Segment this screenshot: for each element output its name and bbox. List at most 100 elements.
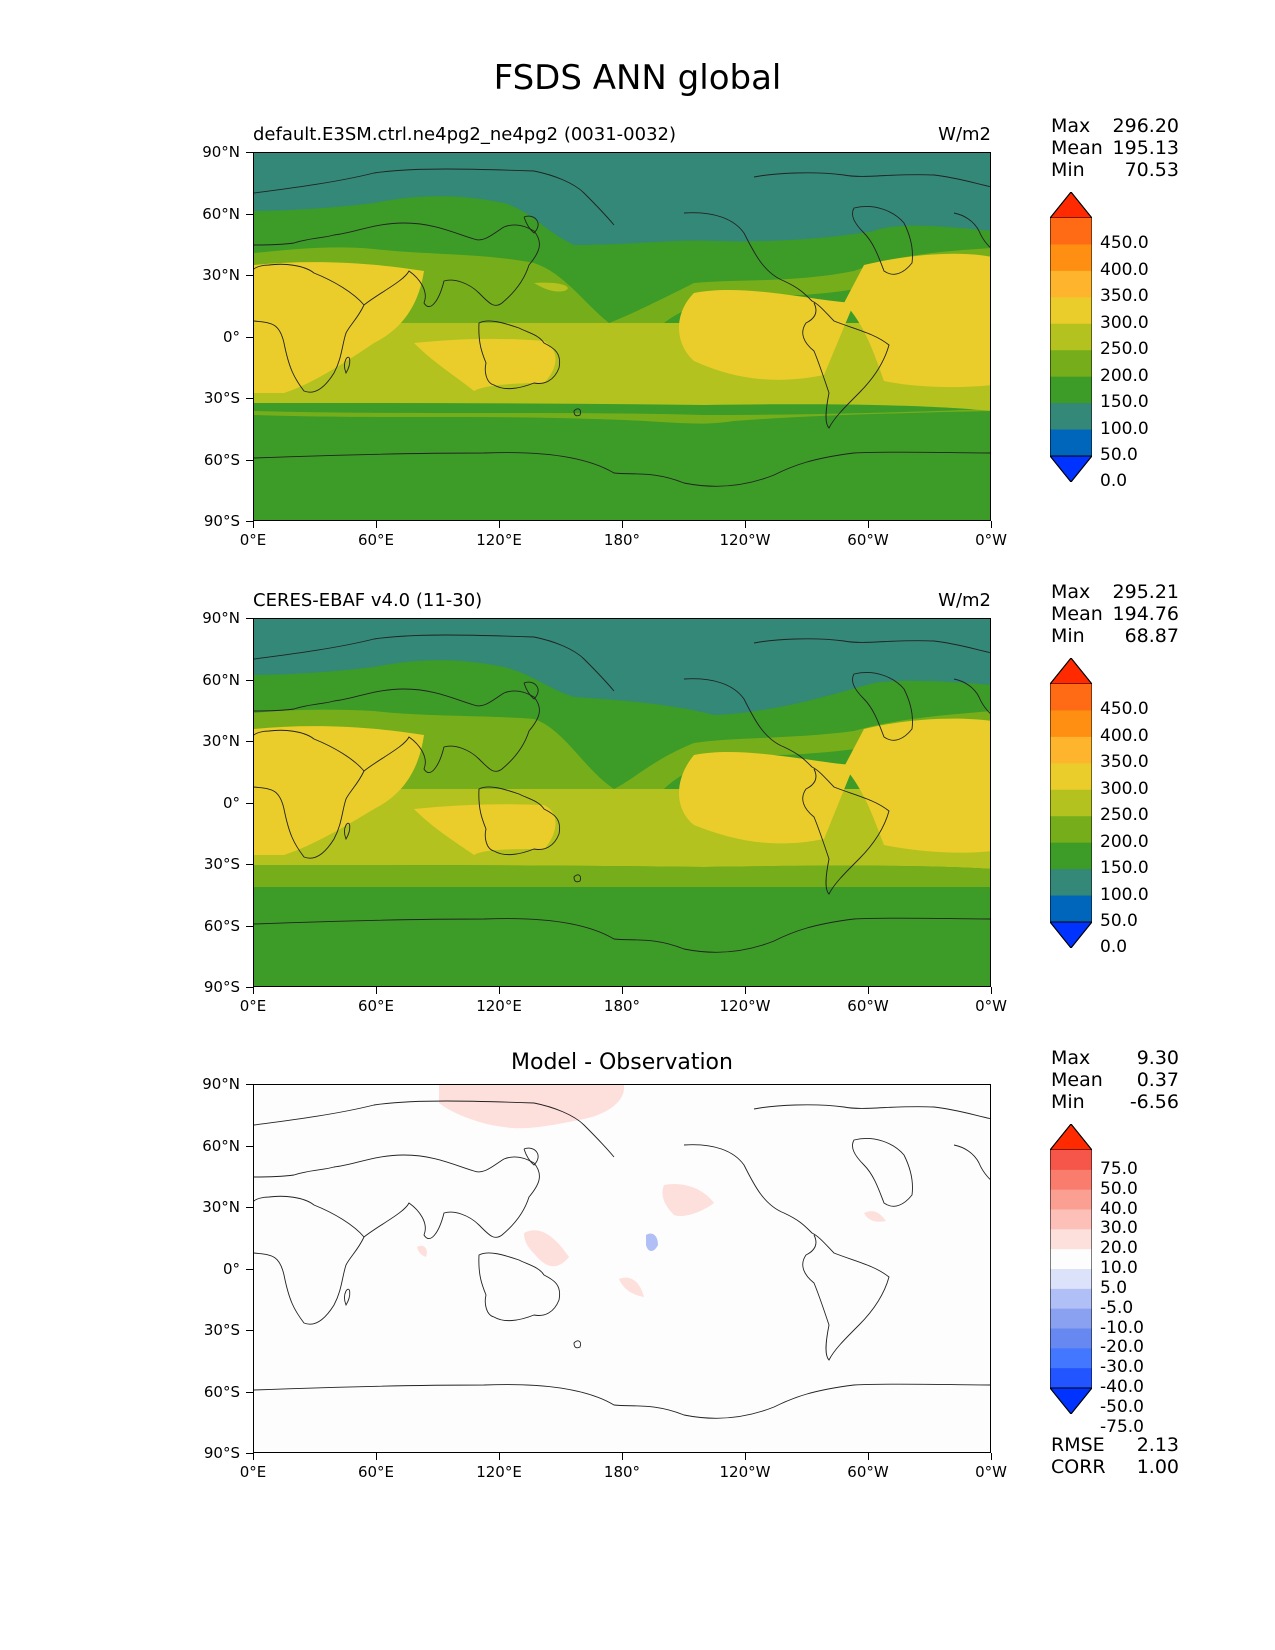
stat-key: CORR — [1051, 1456, 1106, 1478]
lat-tick-mark — [246, 679, 253, 681]
colorbar-bin — [1050, 1249, 1092, 1270]
stat-value: 194.76 — [1112, 603, 1179, 625]
yellow-indian — [414, 804, 556, 855]
lat-tick-label: 90°N — [202, 143, 240, 161]
colorbar-tick-label: 50.0 — [1100, 445, 1138, 465]
colorbar-bin — [1050, 789, 1092, 817]
yellow-south-atl — [844, 253, 990, 388]
lon-tick-label: 60°E — [357, 997, 395, 1015]
colorbar-tick-label: 400.0 — [1100, 259, 1149, 280]
lat-tick-mark — [246, 521, 253, 522]
colorbar-bin — [1050, 1209, 1092, 1230]
colorbar-bin — [1050, 350, 1092, 378]
lon-tick-mark — [745, 987, 746, 994]
lat-tick-mark — [246, 1084, 253, 1085]
lat-tick-label: 30°N — [202, 266, 240, 284]
lon-tick-label: 0°W — [975, 997, 1007, 1015]
colorbar-bin — [1050, 218, 1092, 245]
patch-pacific — [534, 282, 568, 292]
band-antarctica — [254, 887, 990, 986]
stat-value: 2.13 — [1136, 1434, 1179, 1456]
colorbar-bin — [1050, 736, 1092, 764]
lat-tick-mark — [246, 275, 253, 276]
lon-tick-label: 60°W — [847, 997, 889, 1015]
stat-value: 295.21 — [1112, 581, 1179, 603]
stat-key: Max — [1051, 115, 1091, 137]
diff-patch-indian — [417, 1245, 427, 1257]
diff-patch-west-pacific — [524, 1230, 569, 1267]
lat-tick-label: 60°S — [203, 1382, 240, 1401]
lon-tick-mark — [622, 521, 623, 528]
colorbar-bin — [1050, 710, 1092, 738]
colorbar-bin — [1050, 763, 1092, 791]
stat-value: 296.20 — [1112, 115, 1179, 137]
panel-title: default.E3SM.ctrl.ne4pg2_ne4pg2 (0031-00… — [253, 124, 676, 145]
panel-title: CERES-EBAF v4.0 (11-30) — [253, 590, 483, 611]
colorbar-extend-max — [1050, 658, 1092, 685]
lon-tick-label: 0°E — [239, 997, 267, 1015]
stat-max: Max 296.20 — [1051, 115, 1179, 137]
diff-patch-nw-pacific — [439, 1085, 625, 1129]
lat-tick-label: 30°S — [203, 1321, 240, 1339]
field-map — [254, 153, 990, 520]
stat-rmse: RMSE 2.13 — [1051, 1434, 1179, 1456]
colorbar-tick-label: 20.0 — [1100, 1238, 1138, 1259]
stat-key: Mean — [1051, 137, 1103, 159]
colorbar-tick-label: -10.0 — [1100, 1317, 1144, 1338]
stat-key: Max — [1051, 581, 1091, 603]
colorbar-tick-label: 450.0 — [1100, 699, 1149, 720]
lat-tick-label: 90°S — [203, 512, 240, 530]
yellow-east-pacific — [679, 751, 854, 844]
stat-value: 195.13 — [1112, 137, 1179, 159]
lat-tick-mark — [246, 1453, 253, 1454]
colorbar-bin — [1050, 429, 1092, 457]
lat-tick-mark — [246, 1391, 253, 1393]
colorbar-tick-label: 40.0 — [1100, 1198, 1138, 1219]
colorbar-bin — [1050, 1368, 1092, 1389]
band-arctic — [254, 619, 990, 715]
lat-tick-mark — [246, 398, 253, 399]
colorbar-bin — [1050, 1150, 1092, 1171]
lat-tick-label: 90°S — [203, 978, 240, 996]
lat-tick-label: 30°N — [202, 732, 240, 750]
lon-tick-label: 180° — [603, 531, 641, 549]
lat-tick-label: 60°N — [202, 204, 240, 223]
stat-max: Max 9.30 — [1051, 1047, 1179, 1069]
lon-tick-mark — [991, 521, 992, 528]
colorbar — [1050, 658, 1092, 948]
lat-tick-mark — [246, 152, 253, 153]
lat-tick-mark — [246, 741, 253, 742]
stat-max: Max 295.21 — [1051, 581, 1179, 603]
colorbar-tick-label: 0.0 — [1100, 471, 1128, 492]
lon-tick-label: 120°W — [719, 531, 771, 549]
stat-min: Min 68.87 — [1051, 625, 1179, 647]
colorbar-bin — [1050, 1288, 1092, 1310]
stat-value: 70.53 — [1124, 159, 1179, 181]
stats-box: Max 9.30 Mean 0.37 Min -6.56 — [1051, 1047, 1179, 1113]
lon-tick-mark — [622, 1453, 623, 1460]
colorbar-tick-label: -20.0 — [1100, 1337, 1144, 1358]
colorbar — [1050, 192, 1092, 482]
colorbar-tick-label: -50.0 — [1100, 1396, 1144, 1417]
colorbar-bin — [1050, 684, 1092, 711]
lat-tick-label: 60°S — [203, 450, 240, 469]
colorbar-tick-label: 5.0 — [1100, 1277, 1128, 1298]
stat-min: Min -6.56 — [1051, 1091, 1179, 1113]
map-plot — [253, 152, 991, 521]
colorbar-tick-label: 150.0 — [1100, 392, 1149, 413]
colorbar-extend-min — [1050, 455, 1092, 482]
lon-tick-label: 0°W — [975, 531, 1007, 549]
lat-tick-mark — [246, 618, 253, 619]
yellow-africa-atl — [254, 262, 424, 393]
colorbar-tick-label: 250.0 — [1100, 339, 1149, 360]
colorbar-tick-label: 50.0 — [1100, 1178, 1138, 1199]
field-map — [254, 619, 990, 986]
lon-tick-mark — [868, 521, 869, 528]
colorbar-bin — [1050, 1269, 1092, 1290]
colorbar-bin — [1050, 270, 1092, 298]
colorbar-tick-label: 200.0 — [1100, 365, 1149, 386]
stat-value: 1.00 — [1136, 1456, 1179, 1478]
colorbar-tick-label: 350.0 — [1100, 286, 1149, 307]
band-yellowgreen-s — [254, 865, 990, 887]
stat-key: RMSE — [1051, 1434, 1105, 1456]
